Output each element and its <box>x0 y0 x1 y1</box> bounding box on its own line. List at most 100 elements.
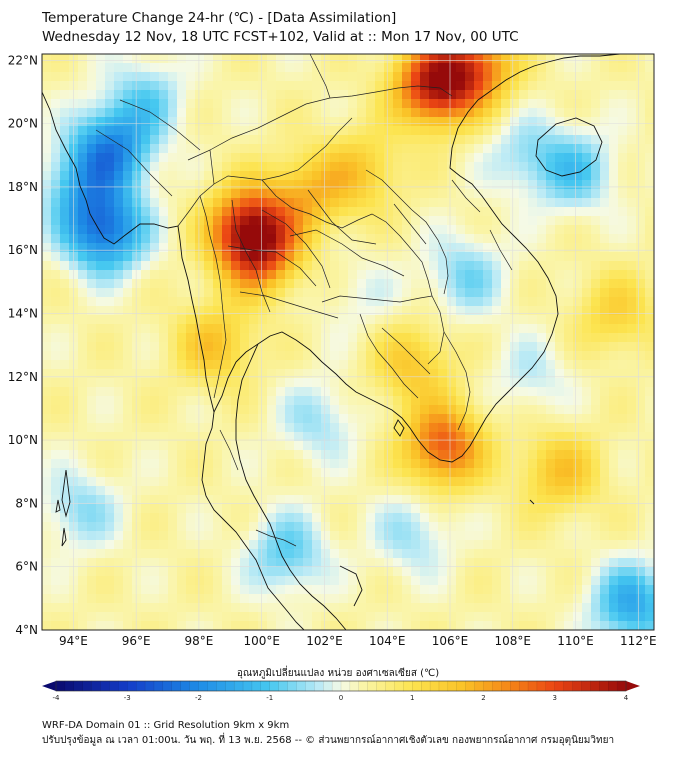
field-cell <box>636 288 646 298</box>
field-cell <box>249 81 259 91</box>
field-cell <box>339 459 349 469</box>
field-cell <box>249 279 259 289</box>
field-cell <box>339 108 349 118</box>
field-cell <box>339 549 349 559</box>
field-cell <box>204 189 214 199</box>
field-cell <box>402 414 412 424</box>
field-cell <box>168 81 178 91</box>
field-cell <box>294 270 304 280</box>
field-cell <box>375 315 385 325</box>
field-cell <box>357 441 367 451</box>
field-cell <box>348 477 358 487</box>
field-cell <box>537 288 547 298</box>
field-cell <box>537 207 547 217</box>
field-cell <box>582 81 592 91</box>
field-cell <box>294 261 304 271</box>
field-cell <box>411 576 421 586</box>
colorbar-segment <box>127 680 137 692</box>
colorbar-segment <box>233 680 244 692</box>
field-cell <box>132 612 142 622</box>
field-cell <box>645 216 654 226</box>
field-cell <box>51 252 61 262</box>
field-cell <box>492 288 502 298</box>
field-cell <box>402 540 412 550</box>
field-cell <box>267 621 277 630</box>
field-cell <box>636 594 646 604</box>
field-cell <box>195 288 205 298</box>
field-cell <box>168 126 178 136</box>
field-cell <box>582 504 592 514</box>
field-cell <box>42 477 52 487</box>
field-cell <box>186 360 196 370</box>
field-cell <box>429 468 439 478</box>
field-cell <box>519 288 529 298</box>
field-cell <box>555 351 565 361</box>
field-cell <box>438 288 448 298</box>
field-cell <box>321 396 331 406</box>
field-cell <box>231 441 241 451</box>
field-cell <box>555 576 565 586</box>
field-cell <box>276 459 286 469</box>
field-cell <box>105 387 115 397</box>
field-cell <box>438 135 448 145</box>
field-cell <box>87 126 97 136</box>
field-cell <box>384 162 394 172</box>
field-cell <box>465 504 475 514</box>
field-cell <box>330 162 340 172</box>
field-cell <box>483 576 493 586</box>
field-cell <box>537 117 547 127</box>
field-cell <box>96 189 106 199</box>
field-cell <box>609 369 619 379</box>
field-cell <box>51 306 61 316</box>
field-cell <box>600 504 610 514</box>
field-cell <box>528 585 538 595</box>
field-cell <box>78 567 88 577</box>
field-cell <box>141 567 151 577</box>
field-cell <box>492 270 502 280</box>
field-cell <box>285 387 295 397</box>
field-cell <box>240 594 250 604</box>
field-cell <box>294 405 304 415</box>
field-cell <box>249 171 259 181</box>
field-cell <box>321 585 331 595</box>
field-cell <box>150 324 160 334</box>
field-cell <box>213 540 223 550</box>
field-cell <box>51 207 61 217</box>
field-cell <box>636 279 646 289</box>
field-cell <box>159 324 169 334</box>
field-cell <box>231 90 241 100</box>
field-cell <box>492 540 502 550</box>
field-cell <box>267 450 277 460</box>
field-cell <box>204 333 214 343</box>
field-cell <box>501 522 511 532</box>
field-cell <box>636 63 646 73</box>
field-cell <box>618 396 628 406</box>
field-cell <box>609 477 619 487</box>
field-cell <box>159 513 169 523</box>
field-cell <box>528 450 538 460</box>
field-cell <box>186 261 196 271</box>
field-cell <box>546 522 556 532</box>
field-cell <box>186 99 196 109</box>
field-cell <box>465 180 475 190</box>
field-cell <box>132 603 142 613</box>
colorbar-segment <box>82 680 93 692</box>
field-cell <box>492 252 502 262</box>
field-cell <box>240 99 250 109</box>
field-cell <box>51 99 61 109</box>
field-cell <box>510 351 520 361</box>
field-cell <box>321 342 331 352</box>
field-cell <box>483 351 493 361</box>
field-cell <box>546 288 556 298</box>
field-cell <box>609 450 619 460</box>
field-cell <box>420 261 430 271</box>
field-cell <box>321 441 331 451</box>
field-cell <box>456 189 466 199</box>
field-cell <box>186 108 196 118</box>
field-cell <box>114 450 124 460</box>
field-cell <box>375 54 385 64</box>
field-cell <box>501 261 511 271</box>
field-cell <box>69 567 79 577</box>
field-cell <box>258 306 268 316</box>
field-cell <box>501 189 511 199</box>
